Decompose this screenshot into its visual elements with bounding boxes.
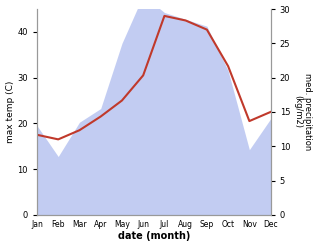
Y-axis label: med. precipitation
(kg/m2): med. precipitation (kg/m2) xyxy=(293,73,313,151)
Y-axis label: max temp (C): max temp (C) xyxy=(5,81,15,143)
X-axis label: date (month): date (month) xyxy=(118,231,190,242)
